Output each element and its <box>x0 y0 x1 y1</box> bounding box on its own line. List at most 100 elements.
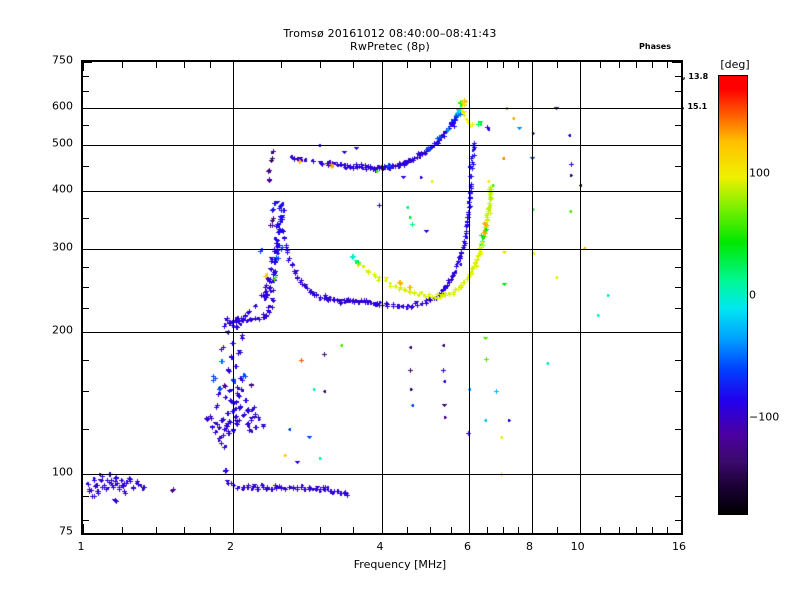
x-axis-title: Frequency [MHz] <box>353 558 447 571</box>
tick-mark <box>532 524 533 534</box>
tick-mark <box>233 524 234 534</box>
tick-mark <box>281 61 282 68</box>
gridline-vertical <box>382 62 383 533</box>
colorbar-tick-label: 0 <box>749 288 756 302</box>
tick-mark <box>518 527 519 534</box>
colorbar-tick-label: 100 <box>749 166 770 180</box>
tick-mark <box>675 391 682 392</box>
tick-mark <box>407 61 408 68</box>
tick-mark <box>675 267 682 268</box>
tick-mark <box>184 527 185 534</box>
page-title: Tromsø 20161012 08:40:00–08:41:43 <box>283 27 497 40</box>
tick-mark <box>652 527 653 534</box>
tick-mark <box>681 524 682 534</box>
tick-mark <box>82 533 92 534</box>
colorbar-gradient <box>718 75 748 515</box>
gridline-horizontal <box>83 249 681 250</box>
tick-mark <box>451 527 452 534</box>
y-tick-label: 100 <box>52 465 73 479</box>
tick-mark <box>672 145 682 146</box>
y-tick-label: 400 <box>52 182 73 196</box>
tick-mark <box>675 360 682 361</box>
tick-mark <box>600 61 601 68</box>
tick-mark <box>82 391 89 392</box>
tick-mark <box>233 61 234 71</box>
tick-mark <box>122 61 123 68</box>
tick-mark <box>156 527 157 534</box>
tick-mark <box>407 527 408 534</box>
x-tick-label: 10 <box>570 540 585 553</box>
gridline-vertical <box>469 62 470 533</box>
tick-mark <box>82 76 89 77</box>
colorbar-tick-label: −100 <box>749 410 780 424</box>
tick-mark <box>487 527 488 534</box>
tick-mark <box>82 520 89 521</box>
gridline-vertical <box>580 62 581 533</box>
x-tick-label: 4 <box>376 540 384 553</box>
gridline-horizontal <box>83 108 681 109</box>
tick-mark <box>675 287 682 288</box>
tick-mark <box>82 332 92 333</box>
tick-mark <box>353 61 354 68</box>
tick-mark <box>619 527 620 534</box>
tick-mark <box>382 61 383 71</box>
tick-mark <box>156 61 157 68</box>
tick-mark <box>600 527 601 534</box>
tick-mark <box>82 287 89 288</box>
gridline-vertical <box>532 62 533 533</box>
plot-area[interactable] <box>81 60 683 535</box>
tick-mark <box>320 61 321 68</box>
tick-mark <box>675 125 682 126</box>
tick-mark <box>82 267 89 268</box>
tick-mark <box>636 527 637 534</box>
tick-mark <box>675 496 682 497</box>
gridline-vertical <box>233 62 234 533</box>
tick-mark <box>82 191 92 192</box>
tick-mark <box>675 218 682 219</box>
tick-mark <box>320 527 321 534</box>
tick-mark <box>532 61 533 71</box>
tick-mark <box>636 61 637 68</box>
tick-mark <box>82 249 92 250</box>
tick-mark <box>122 527 123 534</box>
tick-mark <box>681 61 682 71</box>
gridline-horizontal <box>83 145 681 146</box>
x-tick-label: 2 <box>227 540 234 553</box>
gridline-horizontal <box>83 191 681 192</box>
y-tick-label: 200 <box>52 323 73 337</box>
tick-mark <box>675 308 682 309</box>
tick-mark <box>82 108 92 109</box>
x-tick-label: 1 <box>77 540 85 553</box>
tick-mark <box>672 191 682 192</box>
tick-mark <box>353 527 354 534</box>
tick-mark <box>503 527 504 534</box>
tick-mark <box>82 218 89 219</box>
tick-mark <box>667 61 668 68</box>
tick-mark <box>82 496 89 497</box>
tick-mark <box>82 308 89 309</box>
tick-mark <box>619 61 620 68</box>
tick-mark <box>82 62 92 63</box>
tick-mark <box>557 61 558 68</box>
tick-mark <box>675 76 682 77</box>
tick-mark <box>82 91 89 92</box>
colorbar[interactable]: 100 0 −100 <box>718 75 779 515</box>
tick-mark <box>82 474 92 475</box>
phase-stats-heading: Phases <box>639 42 671 51</box>
tick-mark <box>672 332 682 333</box>
tick-mark <box>518 61 519 68</box>
tick-mark <box>675 429 682 430</box>
y-tick-label: 75 <box>59 524 73 538</box>
tick-mark <box>210 61 211 68</box>
tick-mark <box>652 61 653 68</box>
tick-mark <box>83 61 84 71</box>
tick-mark <box>672 108 682 109</box>
page-subtitle: RwPretec (8p) <box>350 40 430 53</box>
tick-mark <box>667 527 668 534</box>
colorbar-unit-label: [deg] <box>720 58 750 71</box>
y-tick-label: 750 <box>52 53 73 67</box>
gridline-horizontal <box>83 474 681 475</box>
tick-mark <box>675 520 682 521</box>
tick-mark <box>210 527 211 534</box>
